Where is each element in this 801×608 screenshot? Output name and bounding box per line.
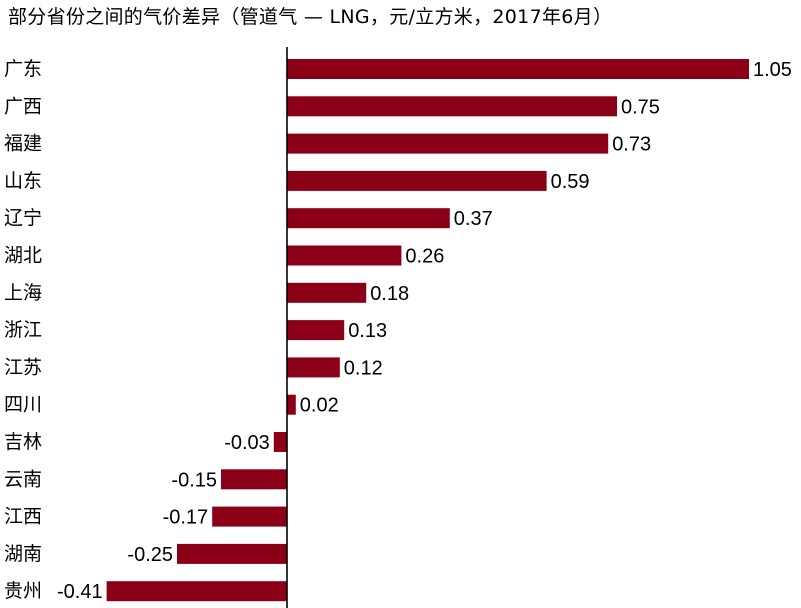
category-label: 江西 bbox=[4, 506, 42, 528]
category-label: 广西 bbox=[4, 95, 42, 117]
value-label: -0.03 bbox=[224, 432, 270, 454]
bar bbox=[287, 170, 547, 191]
bar bbox=[273, 432, 287, 452]
category-label: 云南 bbox=[4, 468, 42, 490]
bar bbox=[287, 59, 749, 79]
value-label: -0.17 bbox=[163, 507, 209, 529]
bar bbox=[287, 245, 402, 266]
category-label: 吉林 bbox=[4, 431, 42, 453]
value-label: -0.41 bbox=[57, 581, 103, 603]
value-label: 0.12 bbox=[344, 357, 383, 379]
bar bbox=[287, 208, 450, 229]
bar bbox=[287, 282, 367, 303]
bar bbox=[177, 543, 287, 564]
bar bbox=[106, 581, 287, 602]
bar bbox=[221, 469, 287, 490]
value-label: 1.05 bbox=[753, 59, 792, 81]
value-label: -0.15 bbox=[171, 469, 217, 491]
bar bbox=[287, 320, 345, 341]
value-label: 0.18 bbox=[370, 283, 409, 305]
category-label: 湖北 bbox=[4, 245, 42, 267]
category-label: 上海 bbox=[4, 282, 42, 304]
bars-layer bbox=[106, 59, 749, 602]
category-label: 江苏 bbox=[4, 356, 42, 378]
bar bbox=[287, 394, 296, 415]
value-label: 0.37 bbox=[454, 208, 493, 230]
category-label: 湖南 bbox=[4, 543, 42, 565]
category-label: 浙江 bbox=[4, 319, 42, 341]
value-label: 0.13 bbox=[348, 320, 387, 342]
value-label: 0.02 bbox=[300, 395, 339, 417]
category-label: 山东 bbox=[4, 170, 42, 192]
value-label: -0.25 bbox=[127, 544, 173, 566]
bar bbox=[287, 133, 609, 154]
category-label: 福建 bbox=[4, 133, 42, 155]
category-label: 四川 bbox=[4, 394, 42, 416]
chart-title: 部分省份之间的气价差异（管道气 — LNG，元/立方米，2017年6月） bbox=[8, 6, 613, 28]
labels-layer: 广东 1.05 广西 0.75 福建 0.73 山东 0.59 辽宁 0.37 湖北 0.26 上海 0.… bbox=[4, 58, 792, 603]
value-label: 0.59 bbox=[551, 171, 590, 193]
bar bbox=[287, 357, 340, 378]
value-label: 0.75 bbox=[621, 96, 660, 118]
value-label: 0.73 bbox=[612, 134, 651, 156]
category-label: 辽宁 bbox=[4, 207, 42, 229]
category-label: 广东 bbox=[4, 58, 42, 80]
bar bbox=[212, 506, 287, 527]
category-label: 贵州 bbox=[4, 580, 42, 602]
value-label: 0.26 bbox=[405, 246, 444, 268]
bar bbox=[287, 96, 617, 117]
